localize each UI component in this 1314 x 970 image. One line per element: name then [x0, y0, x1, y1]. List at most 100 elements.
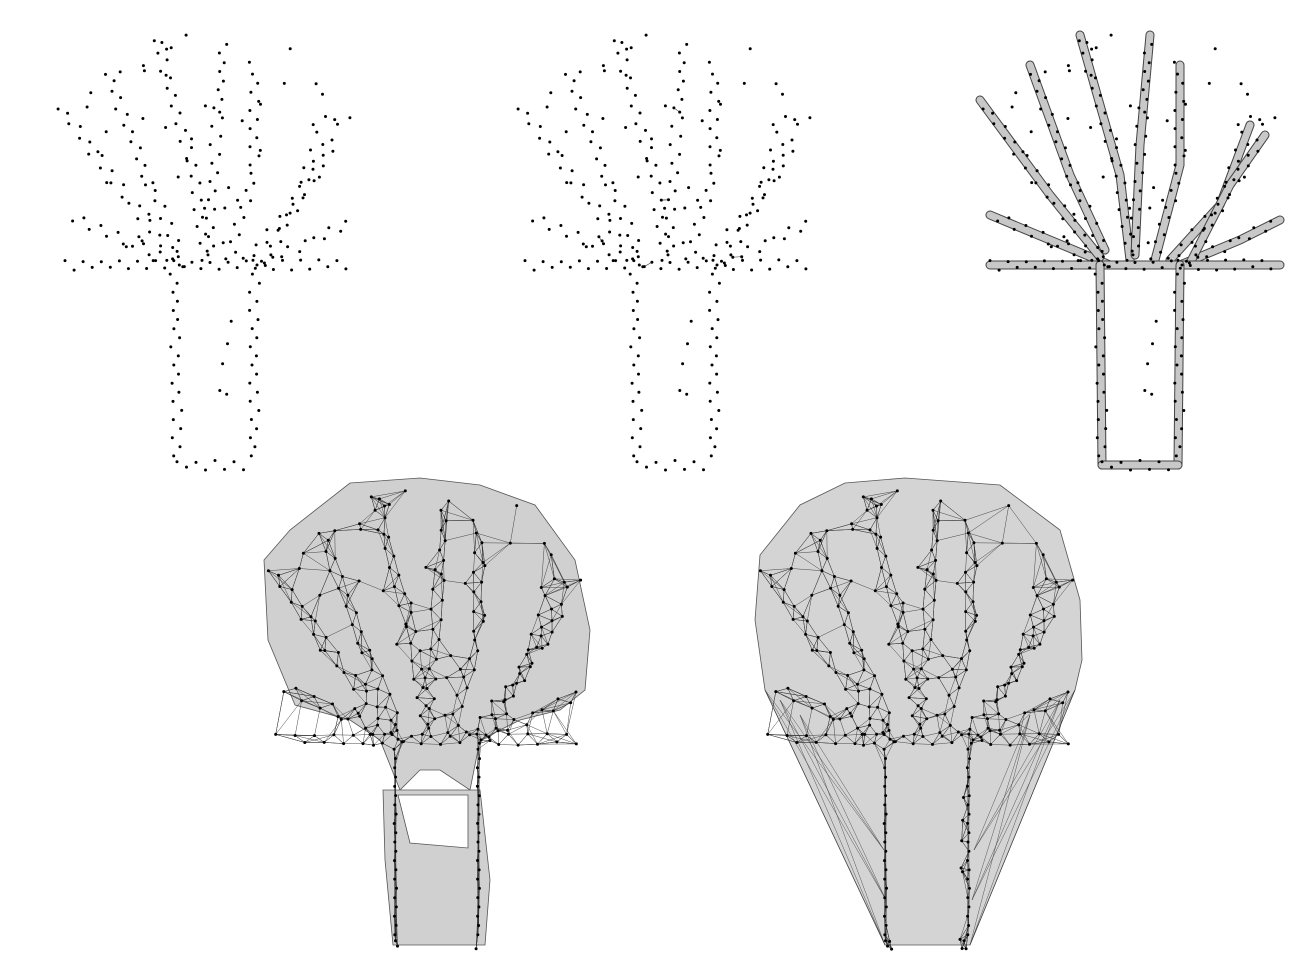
mesh-edge — [481, 562, 484, 583]
mesh-edge — [425, 567, 445, 581]
point — [169, 46, 173, 50]
mesh-edge — [845, 684, 858, 690]
point — [240, 119, 244, 123]
mesh-edge — [967, 786, 969, 805]
mesh-edge — [448, 500, 474, 521]
point — [244, 188, 248, 192]
point — [931, 618, 935, 622]
mesh-edge — [477, 777, 480, 805]
point — [570, 89, 574, 93]
point — [1015, 679, 1019, 683]
mesh-edge — [837, 580, 852, 607]
mesh-edge — [419, 650, 437, 660]
point — [638, 111, 642, 115]
mesh-edge — [477, 740, 491, 750]
mesh-edge — [278, 575, 281, 587]
point — [810, 648, 814, 652]
mesh-edge — [903, 660, 914, 670]
point — [879, 535, 883, 539]
branch-fill — [1131, 31, 1154, 259]
mesh-edge — [958, 669, 967, 688]
mesh-edge — [926, 549, 932, 570]
point — [635, 299, 639, 303]
mesh-edge — [839, 713, 851, 720]
mesh-edge — [940, 500, 966, 521]
mesh-edge — [480, 714, 492, 718]
point — [108, 265, 112, 269]
point — [815, 649, 819, 652]
mesh-edge — [411, 660, 422, 670]
point — [456, 723, 460, 727]
mesh-edge — [443, 540, 446, 561]
point — [659, 198, 663, 202]
mesh-edge — [347, 716, 360, 720]
point — [285, 213, 288, 217]
point — [255, 427, 259, 431]
mesh-edge — [961, 658, 967, 670]
mesh-edge — [526, 724, 538, 745]
point — [473, 551, 477, 555]
point — [1175, 327, 1179, 331]
mesh-edge — [355, 675, 366, 685]
point — [105, 181, 109, 185]
mesh-edge — [361, 631, 363, 653]
point — [1264, 229, 1268, 233]
point — [1066, 64, 1070, 68]
point — [265, 228, 269, 232]
mesh-edge — [512, 673, 520, 686]
point — [704, 188, 708, 192]
mesh-edge — [302, 595, 320, 607]
mesh-edge — [384, 548, 390, 568]
point — [925, 717, 929, 721]
mesh-edge — [881, 567, 891, 576]
point — [869, 497, 873, 501]
point — [962, 939, 966, 943]
point — [632, 327, 636, 331]
point — [1015, 265, 1019, 269]
mesh-edge — [318, 533, 329, 541]
mesh-edge — [365, 724, 378, 729]
mesh-edge — [495, 718, 514, 720]
point — [964, 629, 968, 633]
point — [715, 427, 719, 431]
mesh-edge — [934, 580, 937, 601]
mesh-edge — [962, 860, 968, 872]
mesh-edge — [913, 736, 924, 744]
point — [269, 253, 273, 257]
point — [1014, 91, 1018, 95]
mesh-edge — [926, 560, 936, 570]
mesh-edge — [303, 551, 327, 554]
point — [1269, 267, 1273, 271]
point — [850, 714, 854, 718]
mesh-edge — [512, 685, 514, 697]
point — [159, 69, 163, 73]
point — [348, 116, 352, 120]
point — [631, 309, 635, 312]
mesh-edge — [541, 698, 559, 710]
point — [558, 166, 562, 170]
mesh-edge — [1045, 710, 1059, 735]
point — [570, 169, 574, 173]
mesh-edge — [461, 687, 468, 707]
branch-fill — [1176, 216, 1284, 269]
point — [135, 157, 139, 161]
point — [967, 831, 971, 835]
point — [475, 784, 479, 788]
mesh-edge — [802, 595, 813, 617]
point — [170, 436, 174, 440]
mesh-edge — [884, 906, 887, 917]
mesh-edge — [912, 728, 921, 744]
point — [966, 877, 970, 881]
mesh-edge — [420, 715, 429, 725]
point — [1133, 143, 1137, 147]
point — [89, 91, 93, 95]
point — [659, 267, 663, 271]
mesh-edge — [960, 860, 968, 869]
point — [383, 546, 387, 550]
point — [695, 266, 699, 270]
point — [333, 118, 337, 122]
point — [532, 268, 536, 272]
mesh-edge — [526, 654, 531, 667]
mesh-edge — [835, 672, 848, 676]
point — [1152, 186, 1156, 190]
